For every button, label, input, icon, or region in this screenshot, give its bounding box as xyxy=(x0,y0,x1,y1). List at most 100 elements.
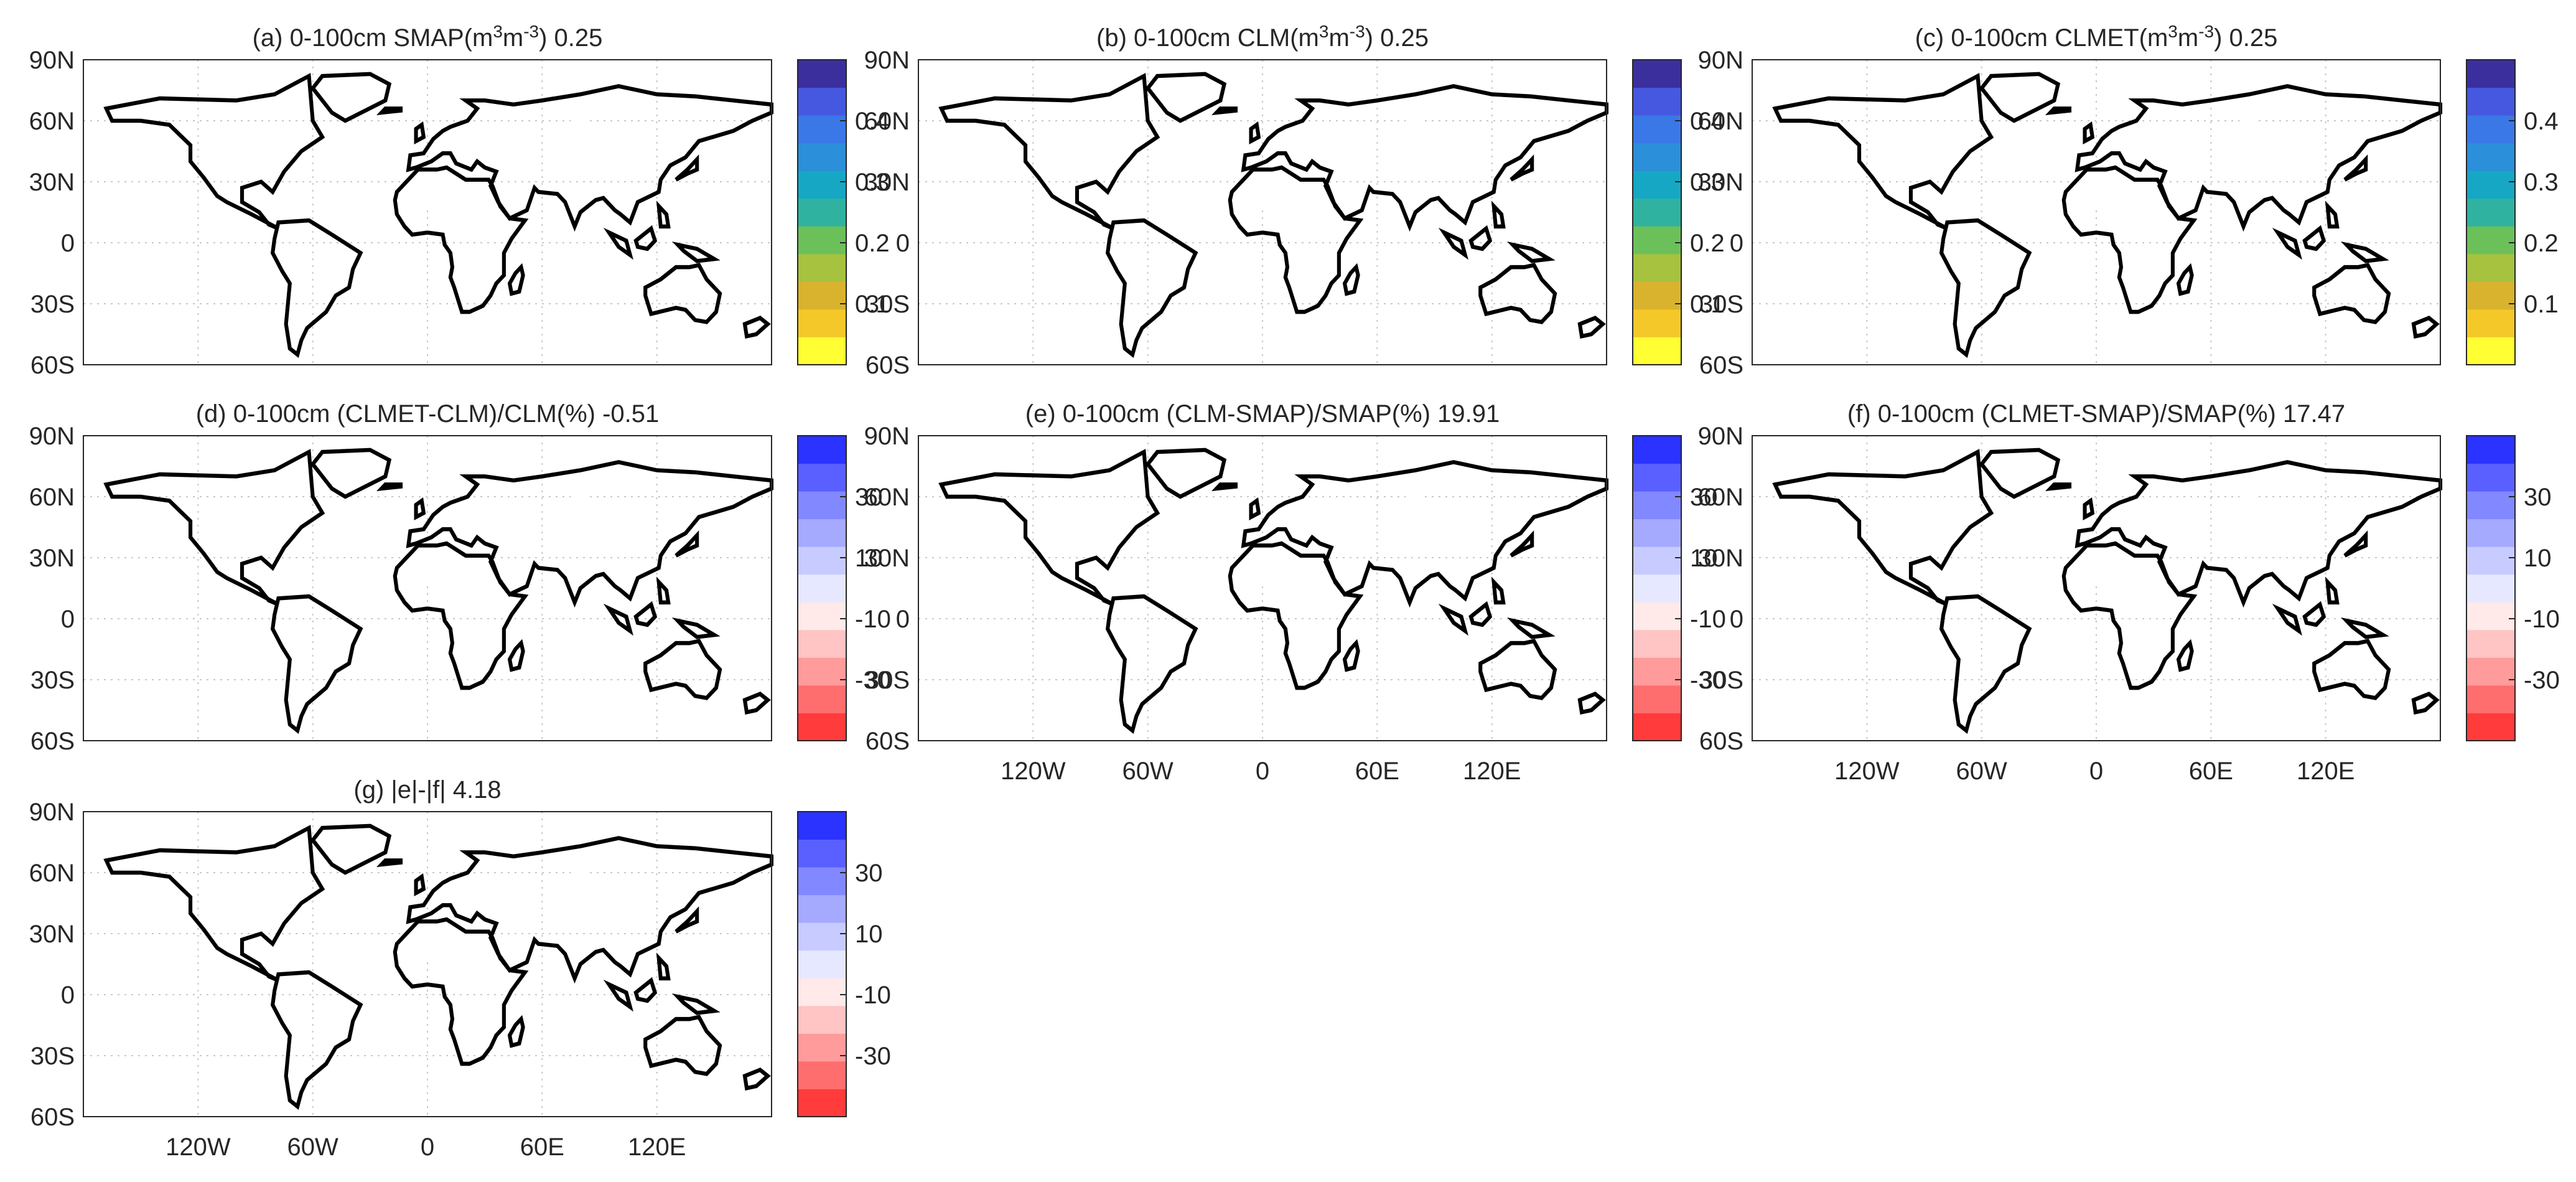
colorbar-tick-label: 0.1 xyxy=(855,291,890,318)
colorbar-level xyxy=(798,602,846,631)
colorbar: 0.4 0.3 0.2 0.1 xyxy=(2466,59,2559,365)
colorbar-level xyxy=(2466,713,2515,741)
lat-tick-label: 90N xyxy=(1698,47,1743,74)
map-background xyxy=(83,812,772,1117)
map-frame xyxy=(83,811,772,1117)
panel-title: (c) 0-100cm CLMET(m3m-3) 0.25 xyxy=(1915,22,2278,52)
lon-tick-label: 120W xyxy=(1834,758,1900,785)
colorbar-level xyxy=(1633,87,1681,116)
lat-tick-label: 60S xyxy=(30,1104,75,1131)
lat-tick-label: 60S xyxy=(866,352,910,379)
colorbar-level xyxy=(1633,226,1681,255)
lat-tick-label: 90N xyxy=(864,423,910,450)
lat-tick-label: 0 xyxy=(61,606,75,633)
lat-tick-label: 30S xyxy=(1699,291,1743,318)
colorbar-tick-label: 10 xyxy=(855,921,883,948)
colorbar-tick-label: -30 xyxy=(1690,667,1726,694)
map-background xyxy=(83,436,772,741)
colorbar-level xyxy=(1633,491,1681,520)
colorbar-tick-label: 0.3 xyxy=(855,169,890,196)
lon-tick-label: 60E xyxy=(2189,758,2233,785)
colorbar-level xyxy=(1633,657,1681,686)
map-frame xyxy=(918,59,1607,365)
lon-tick-label: 0 xyxy=(2089,758,2103,785)
colorbar-level xyxy=(798,950,846,978)
colorbar-tick-label: 0.4 xyxy=(1690,108,1725,135)
colorbar-level xyxy=(1633,281,1681,310)
colorbar-level xyxy=(798,657,846,686)
lat-tick-label: 30S xyxy=(866,291,910,318)
colorbar-level xyxy=(1633,60,1681,88)
colorbar-tick-label: 30 xyxy=(855,484,883,511)
lon-tick-label: 60E xyxy=(1355,758,1399,785)
map-panel-g: (g) |e|-|f| 4.18 90N 60N 30N 0 30S 60S 120W 60W 0… xyxy=(29,776,891,1161)
map-background xyxy=(83,60,772,365)
map-frame xyxy=(83,435,772,741)
lat-tick-label: 30N xyxy=(1698,169,1743,196)
colorbar-level xyxy=(798,629,846,658)
colorbar-level xyxy=(2466,602,2515,631)
colorbar-level xyxy=(798,1033,846,1062)
colorbar-tick-label: 0.1 xyxy=(1690,291,1725,318)
lat-tick-label: 60S xyxy=(30,728,75,755)
colorbar-tick-label: -30 xyxy=(2524,667,2560,694)
lat-tick-label: 0 xyxy=(896,606,910,633)
colorbar-level xyxy=(798,87,846,116)
lat-tick-label: 0 xyxy=(1730,230,1743,257)
lat-tick-label: 90N xyxy=(29,799,75,826)
map-panel-f: (f) 0-100cm (CLMET-SMAP)/SMAP(%) 17.47 90… xyxy=(1698,400,2560,785)
lat-tick-label: 30N xyxy=(864,169,910,196)
colorbar-level xyxy=(2466,337,2515,365)
lat-tick-label: 60N xyxy=(864,108,910,135)
colorbar-tick-label: -10 xyxy=(1690,606,1726,633)
lat-tick-label: 60N xyxy=(29,108,75,135)
colorbar-level xyxy=(1633,574,1681,603)
colorbar-tick-label: 0.3 xyxy=(2524,169,2559,196)
lat-tick-label: 60S xyxy=(1699,728,1743,755)
colorbar-level xyxy=(798,198,846,227)
lat-tick-label: 0 xyxy=(1730,606,1743,633)
lat-tick-label: 0 xyxy=(896,230,910,257)
map-frame xyxy=(918,435,1607,741)
colorbar-level xyxy=(1633,309,1681,337)
lon-tick-label: 120E xyxy=(1463,758,1521,785)
colorbar-tick-label: 30 xyxy=(2524,484,2552,511)
colorbar-level xyxy=(1633,602,1681,631)
colorbar-level xyxy=(2466,115,2515,144)
colorbar-level xyxy=(2466,546,2515,575)
colorbar-level xyxy=(1633,337,1681,365)
colorbar-level xyxy=(798,867,846,896)
colorbar-tick-label: 0.4 xyxy=(855,108,890,135)
lat-tick-label: 60S xyxy=(30,352,75,379)
lat-tick-label: 30N xyxy=(29,545,75,572)
colorbar: 0.4 0.3 0.2 0.1 xyxy=(797,59,890,365)
colorbar-tick-label: -30 xyxy=(855,667,891,694)
lat-tick-label: 90N xyxy=(29,47,75,74)
colorbar-level xyxy=(1633,463,1681,492)
lat-tick-label: 30S xyxy=(30,1043,75,1070)
panel-title: (e) 0-100cm (CLM-SMAP)/SMAP(%) 19.91 xyxy=(1025,400,1500,428)
colorbar-level xyxy=(798,436,846,464)
colorbar-level xyxy=(798,171,846,199)
colorbar-level xyxy=(798,60,846,88)
colorbar-tick-label: -10 xyxy=(2524,606,2560,633)
lon-tick-label: 60W xyxy=(1956,758,2007,785)
colorbar-level xyxy=(798,518,846,547)
lat-tick-label: 30N xyxy=(864,545,910,572)
map-panel-b: (b) 0-100cm CLM(m3m-3) 0.25 90N 60N 30N 0 30S… xyxy=(864,22,1725,379)
lat-tick-label: 30S xyxy=(866,667,910,694)
colorbar-level xyxy=(798,713,846,741)
colorbar-level xyxy=(2466,491,2515,520)
lon-tick-label: 120W xyxy=(1001,758,1066,785)
lat-tick-label: 30N xyxy=(1698,545,1743,572)
colorbar-level xyxy=(798,812,846,840)
map-panel-a: (a) 0-100cm SMAP(m3m-3) 0.25 90N 60N 30N 0 30… xyxy=(29,22,890,379)
colorbar-level xyxy=(2466,171,2515,199)
colorbar-level xyxy=(798,1061,846,1089)
colorbar-level xyxy=(798,839,846,868)
colorbar-level xyxy=(2466,436,2515,464)
lat-tick-label: 60S xyxy=(1699,352,1743,379)
colorbar-level xyxy=(798,226,846,255)
map-background xyxy=(1752,60,2440,365)
lat-tick-label: 30S xyxy=(1699,667,1743,694)
